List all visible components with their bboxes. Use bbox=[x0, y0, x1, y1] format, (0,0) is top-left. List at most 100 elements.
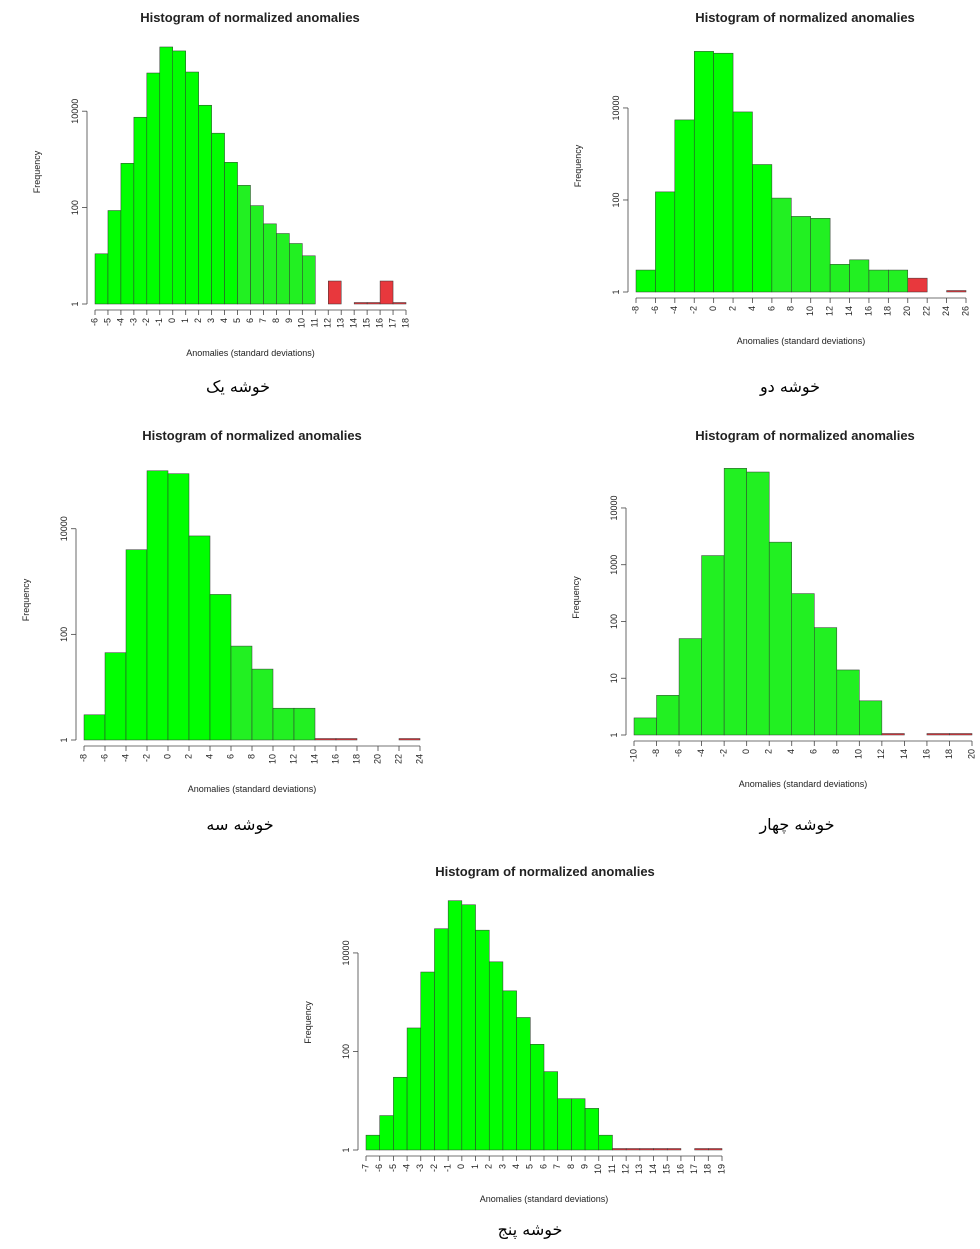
x-tick-label: -5 bbox=[388, 1164, 398, 1172]
x-tick-label: 18 bbox=[351, 754, 361, 764]
bar bbox=[336, 739, 357, 741]
x-tick-label: -2 bbox=[689, 306, 699, 314]
x-tick-label: 0 bbox=[741, 749, 751, 754]
bar bbox=[393, 303, 406, 305]
x-tick-label: 10 bbox=[297, 318, 307, 328]
caption: خوشه دو bbox=[759, 377, 820, 397]
x-axis-label: Anomalies (standard deviations) bbox=[480, 1194, 609, 1204]
x-tick-label: -5 bbox=[102, 318, 112, 326]
bar bbox=[772, 198, 791, 292]
x-tick-label: 14 bbox=[648, 1164, 658, 1174]
y-tick-label: 1 bbox=[70, 301, 80, 306]
bar bbox=[792, 594, 815, 735]
bar bbox=[882, 734, 905, 736]
x-tick-label: 5 bbox=[525, 1164, 535, 1169]
x-tick-label: 22 bbox=[922, 306, 932, 316]
x-tick-label: 0 bbox=[456, 1164, 466, 1169]
figure: Histogram of normalized anomalies1100100… bbox=[0, 0, 980, 1249]
y-tick-label: 10000 bbox=[611, 95, 621, 120]
x-tick-label: 4 bbox=[786, 749, 796, 754]
y-tick-label: 1 bbox=[609, 732, 619, 737]
bar bbox=[489, 962, 503, 1150]
bar bbox=[544, 1072, 558, 1150]
x-tick-label: 7 bbox=[258, 318, 268, 323]
bar bbox=[814, 628, 837, 735]
y-axis-label: Frequency bbox=[21, 578, 31, 621]
y-tick-label: 100 bbox=[59, 627, 69, 642]
x-tick-label: 17 bbox=[387, 318, 397, 328]
x-tick-label: 4 bbox=[204, 754, 214, 759]
bar bbox=[302, 256, 315, 304]
bar bbox=[231, 646, 252, 740]
bar bbox=[189, 536, 210, 740]
bar bbox=[476, 930, 490, 1150]
bar bbox=[747, 472, 770, 735]
bar bbox=[657, 695, 680, 735]
x-tick-label: 3 bbox=[497, 1164, 507, 1169]
x-tick-label: 1 bbox=[470, 1164, 480, 1169]
bar bbox=[830, 264, 849, 292]
y-tick-label: 10 bbox=[609, 673, 619, 683]
bar bbox=[791, 216, 810, 292]
bar bbox=[448, 901, 462, 1150]
x-tick-label: -7 bbox=[360, 1164, 370, 1172]
x-tick-label: -1 bbox=[443, 1164, 453, 1172]
x-tick-label: 11 bbox=[310, 318, 320, 327]
bar bbox=[147, 73, 160, 304]
y-tick-label: 100 bbox=[611, 192, 621, 207]
x-tick-label: 14 bbox=[844, 306, 854, 316]
bar bbox=[399, 739, 420, 741]
x-tick-label: 12 bbox=[288, 754, 298, 764]
y-tick-label: 10000 bbox=[609, 495, 619, 520]
bar bbox=[585, 1108, 599, 1150]
bar bbox=[121, 163, 134, 304]
x-tick-label: 9 bbox=[284, 318, 294, 323]
bar bbox=[328, 281, 341, 304]
x-tick-label: 20 bbox=[966, 749, 976, 759]
x-tick-label: -4 bbox=[669, 306, 679, 314]
bar bbox=[212, 133, 225, 304]
x-tick-label: 20 bbox=[902, 306, 912, 316]
bar bbox=[462, 905, 476, 1150]
x-tick-label: 10 bbox=[593, 1164, 603, 1174]
bar bbox=[859, 701, 882, 735]
bar bbox=[354, 303, 367, 305]
bar bbox=[210, 594, 231, 740]
bar bbox=[225, 162, 238, 304]
bar bbox=[407, 1028, 421, 1150]
y-tick-label: 1 bbox=[611, 289, 621, 294]
x-tick-label: 1 bbox=[180, 318, 190, 323]
x-tick-label: 8 bbox=[786, 306, 796, 311]
caption: خوشه یک bbox=[206, 377, 270, 397]
x-tick-label: 13 bbox=[634, 1164, 644, 1174]
bar bbox=[380, 281, 393, 304]
bar bbox=[724, 468, 747, 735]
bar bbox=[186, 72, 199, 304]
x-tick-label: -8 bbox=[630, 306, 640, 314]
bar bbox=[199, 105, 212, 304]
bar bbox=[134, 117, 147, 304]
bar bbox=[626, 1149, 640, 1151]
bar bbox=[599, 1135, 613, 1150]
x-tick-label: -6 bbox=[89, 318, 99, 326]
x-tick-label: -10 bbox=[628, 749, 638, 762]
x-tick-label: -3 bbox=[415, 1164, 425, 1172]
y-axis-label: Frequency bbox=[32, 150, 42, 193]
bar bbox=[927, 734, 950, 736]
y-axis-label: Frequency bbox=[571, 576, 581, 619]
bar bbox=[289, 243, 302, 304]
bar bbox=[173, 51, 186, 304]
bar bbox=[95, 254, 108, 304]
bar bbox=[702, 556, 725, 735]
x-tick-label: 22 bbox=[393, 754, 403, 764]
x-tick-label: 8 bbox=[566, 1164, 576, 1169]
x-tick-label: 16 bbox=[374, 318, 384, 328]
x-tick-label: 18 bbox=[883, 306, 893, 316]
x-tick-label: 2 bbox=[764, 749, 774, 754]
x-tick-label: 4 bbox=[747, 306, 757, 311]
bar bbox=[108, 211, 121, 304]
x-tick-label: 4 bbox=[511, 1164, 521, 1169]
x-tick-label: 16 bbox=[863, 306, 873, 316]
y-tick-label: 100 bbox=[341, 1044, 351, 1059]
bar bbox=[366, 1135, 380, 1150]
